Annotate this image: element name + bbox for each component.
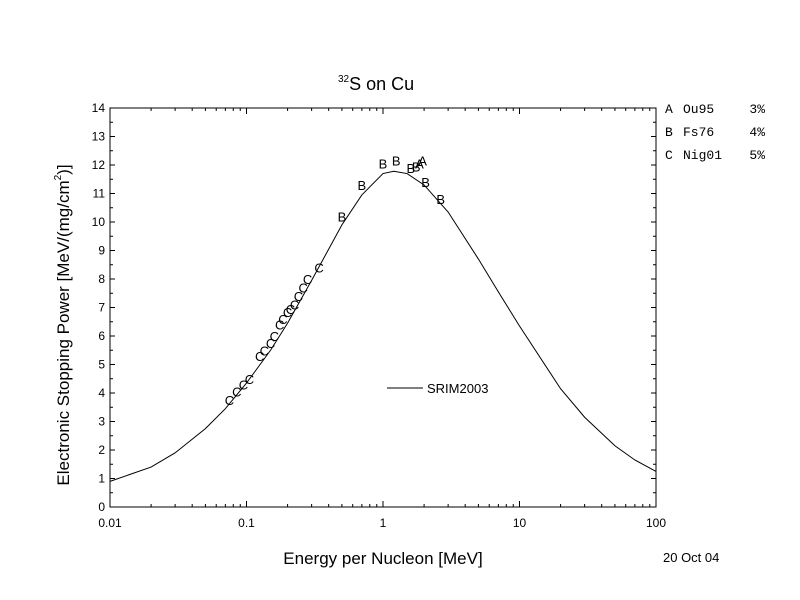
data-point-a: A bbox=[415, 157, 424, 172]
ref-legend-letter: A bbox=[665, 102, 673, 117]
data-point-c: C bbox=[255, 349, 264, 364]
data-point-c: C bbox=[286, 302, 295, 317]
y-tick-label: 1 bbox=[98, 472, 105, 486]
y-axis-label-main: Electronic Stopping Power [MeV/(mg/cm bbox=[54, 180, 73, 485]
data-point-c: C bbox=[245, 372, 254, 387]
chart-title-superscript: 32 bbox=[338, 74, 350, 85]
data-point-b: B bbox=[392, 154, 401, 169]
data-point-c: C bbox=[303, 272, 312, 287]
y-axis-label: Electronic Stopping Power [MeV/(mg/cm2)] bbox=[53, 164, 73, 485]
x-tick-label: 100 bbox=[646, 516, 666, 530]
data-point-c: C bbox=[260, 343, 269, 358]
data-point-c: C bbox=[225, 393, 234, 408]
x-axis-label: Energy per Nucleon [MeV] bbox=[283, 549, 482, 568]
data-point-c: C bbox=[298, 281, 307, 296]
ref-legend-error: 5% bbox=[749, 148, 765, 163]
data-point-c: C bbox=[232, 385, 241, 400]
y-tick-label: 6 bbox=[98, 329, 105, 343]
ref-legend-letter: C bbox=[665, 148, 673, 163]
data-point-c: C bbox=[290, 298, 299, 313]
chart-title-main: S on Cu bbox=[349, 74, 414, 94]
y-tick-label: 13 bbox=[92, 130, 106, 144]
ref-legend-letter: B bbox=[665, 125, 673, 140]
ref-legend-source: Fs76 bbox=[683, 125, 714, 140]
data-point-b: B bbox=[338, 209, 347, 224]
data-point-c: C bbox=[270, 329, 279, 344]
y-tick-label: 4 bbox=[98, 386, 105, 400]
y-tick-label: 8 bbox=[98, 272, 105, 286]
x-tick-label: 1 bbox=[380, 516, 387, 530]
y-axis-label-end: )] bbox=[54, 164, 73, 174]
data-point-c: C bbox=[314, 261, 323, 276]
data-point-b: B bbox=[358, 178, 367, 193]
axis-ticks bbox=[109, 107, 656, 508]
y-tick-label: 14 bbox=[92, 101, 106, 115]
y-tick-label: 12 bbox=[92, 158, 106, 172]
data-point-b: B bbox=[379, 157, 388, 172]
srim2003-curve bbox=[109, 170, 657, 482]
y-tick-label: 7 bbox=[98, 301, 105, 315]
ref-legend-error: 3% bbox=[749, 102, 765, 117]
legend-series-label: SRIM2003 bbox=[427, 381, 488, 396]
y-tick-label: 11 bbox=[93, 187, 106, 201]
data-point-b: B bbox=[412, 159, 421, 174]
data-point-c: C bbox=[278, 312, 287, 327]
x-tick-label: 10 bbox=[513, 516, 527, 530]
reference-legend: A Ou95 3% B Fs76 4% C Nig01 5% bbox=[665, 102, 765, 163]
data-point-c: C bbox=[294, 289, 303, 304]
y-tick-label: 9 bbox=[98, 244, 105, 258]
y-tick-label: 3 bbox=[98, 415, 105, 429]
ref-legend-source: Ou95 bbox=[683, 102, 714, 117]
y-axis-label-superscript: 2 bbox=[53, 174, 64, 180]
data-point-c: C bbox=[266, 336, 275, 351]
y-tick-label: 2 bbox=[98, 443, 105, 457]
data-point-a: A bbox=[418, 154, 427, 169]
data-point-b: B bbox=[407, 161, 416, 176]
ref-legend-source: Nig01 bbox=[683, 148, 722, 163]
y-tick-label: 0 bbox=[98, 500, 105, 514]
y-tick-label: 5 bbox=[98, 358, 105, 372]
x-tick-label: 0.1 bbox=[238, 516, 255, 530]
data-point-c: C bbox=[239, 377, 248, 392]
x-tick-labels: 0.01 0.1 1 10 100 bbox=[98, 516, 666, 530]
data-point-b: B bbox=[421, 175, 430, 190]
chart-title: 32S on Cu bbox=[338, 74, 414, 94]
x-tick-label: 0.01 bbox=[98, 516, 122, 530]
y-tick-label: 10 bbox=[92, 215, 106, 229]
ref-legend-error: 4% bbox=[749, 125, 765, 140]
date-stamp: 20 Oct 04 bbox=[663, 550, 719, 565]
data-point-c: C bbox=[275, 318, 284, 333]
data-point-b: B bbox=[436, 192, 445, 207]
data-point-c: C bbox=[283, 305, 292, 320]
